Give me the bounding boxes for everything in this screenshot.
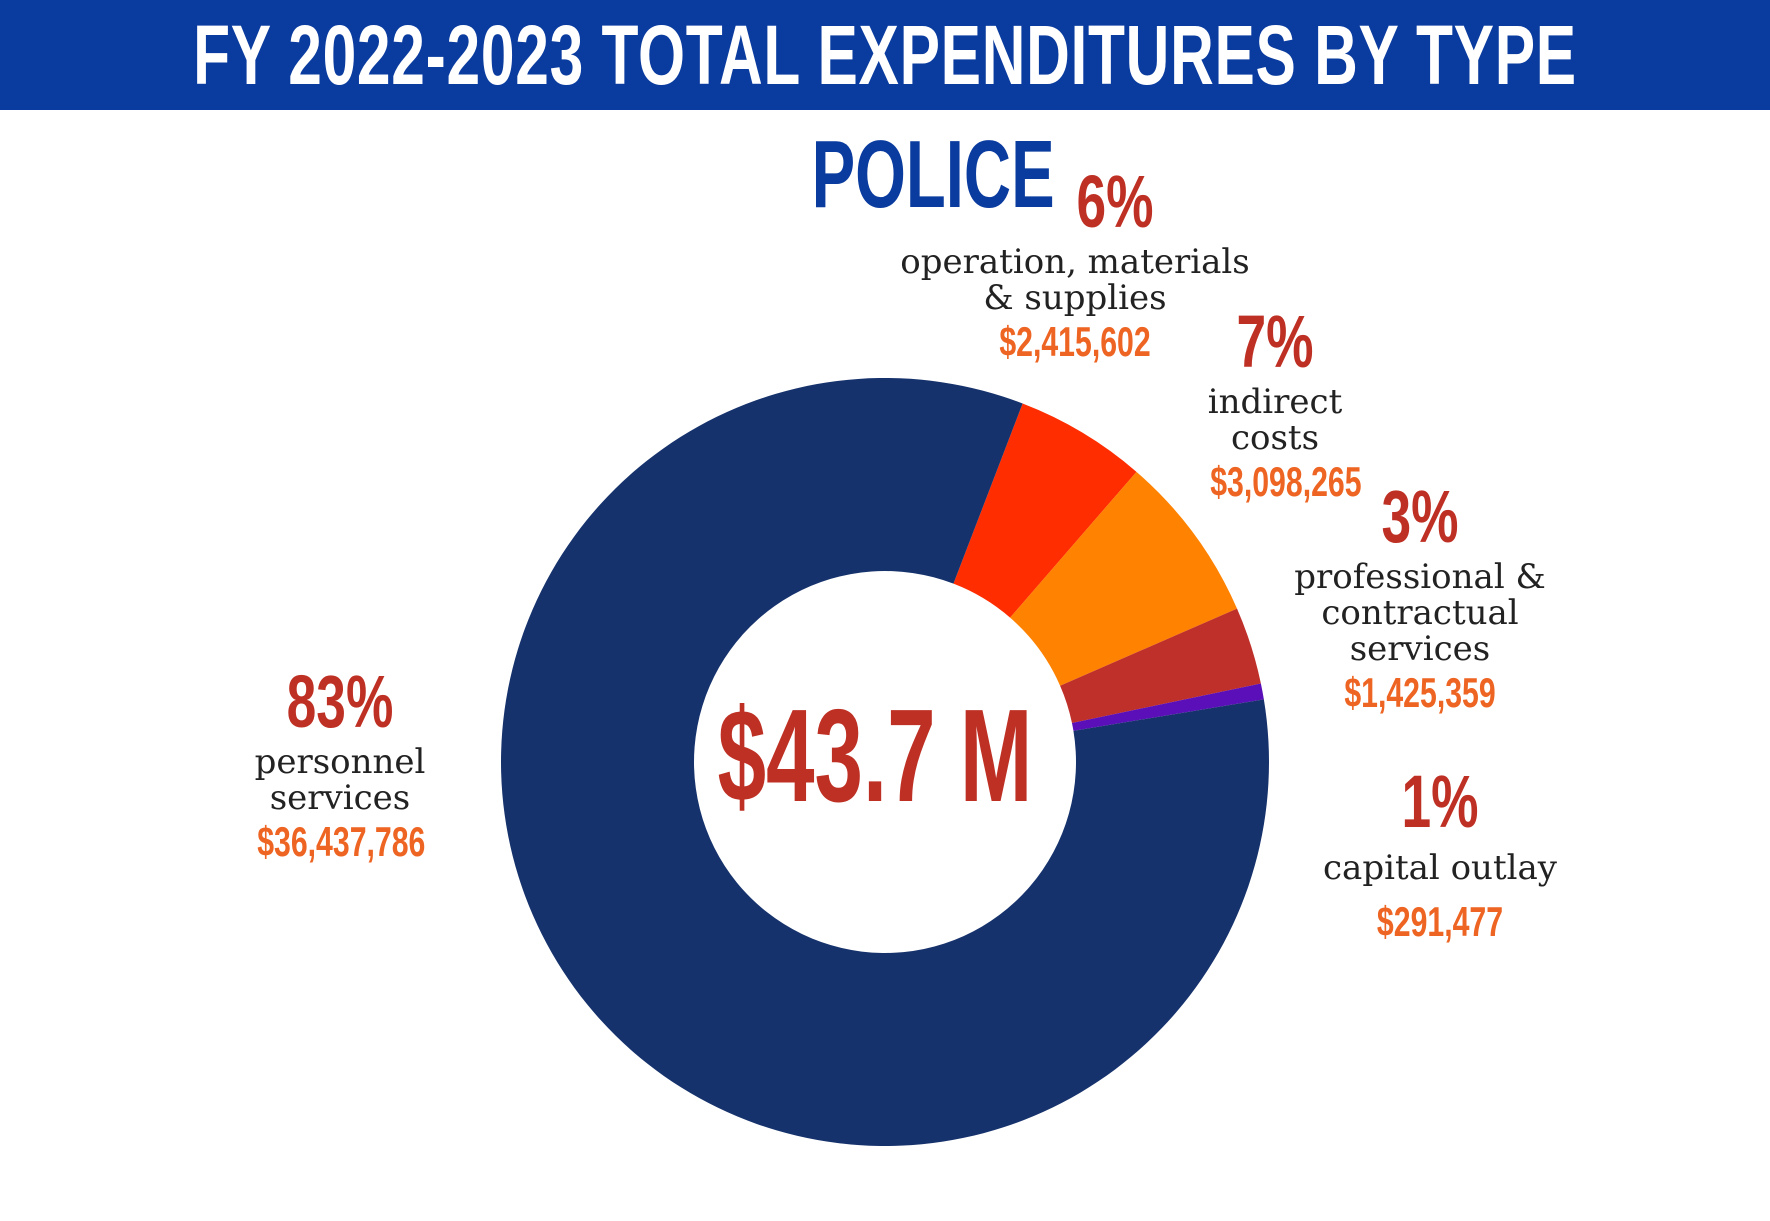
chart-title: FY 2022-2023 TOTAL EXPENDITURES BY TYPE [193,7,1577,102]
label-operation-materials: 6% operation, materials & supplies $2,41… [890,160,1260,368]
slice-capital-outlay [1071,683,1264,731]
slice-name-indirect: indirect costs [1207,382,1343,458]
title-banner: FY 2022-2023 TOTAL EXPENDITURES BY TYPE [0,0,1770,110]
label-personnel-services: 83% personnel services $36,437,786 [225,660,455,868]
slice-amount-professional: $1,425,359 [1344,669,1496,716]
slice-percent-capital: 1% [1401,760,1479,843]
slice-amount-capital: $291,477 [1376,898,1504,945]
label-professional-contractual: 3% professional & contractual services $… [1290,475,1550,719]
slice-percent-indirect: 7% [1236,300,1314,383]
slice-percent-operation: 6% [1076,160,1154,243]
slice-name-professional: professional & contractual services [1294,557,1546,669]
slice-name-capital: capital outlay [1323,848,1557,888]
slice-percent-personnel: 83% [286,660,394,743]
slice-name-operation: operation, materials & supplies [900,242,1250,318]
slice-personnel-services [501,377,1269,1146]
slice-amount-operation: $2,415,602 [999,318,1151,365]
center-total-label: $43.7 M [717,681,1033,829]
slice-name-personnel: personnel services [254,742,426,818]
slice-amount-indirect: $3,098,265 [1210,458,1362,505]
label-indirect-costs: 7% indirect costs $3,098,265 [1185,300,1365,508]
slice-operation-materials [953,403,1137,618]
slice-indirect-costs [1010,471,1238,686]
slice-percent-professional: 3% [1381,475,1459,558]
slice-amount-personnel: $36,437,786 [257,818,426,865]
slice-professional-contractual [1060,608,1261,723]
label-capital-outlay: 1% capital outlay $291,477 [1310,760,1570,948]
